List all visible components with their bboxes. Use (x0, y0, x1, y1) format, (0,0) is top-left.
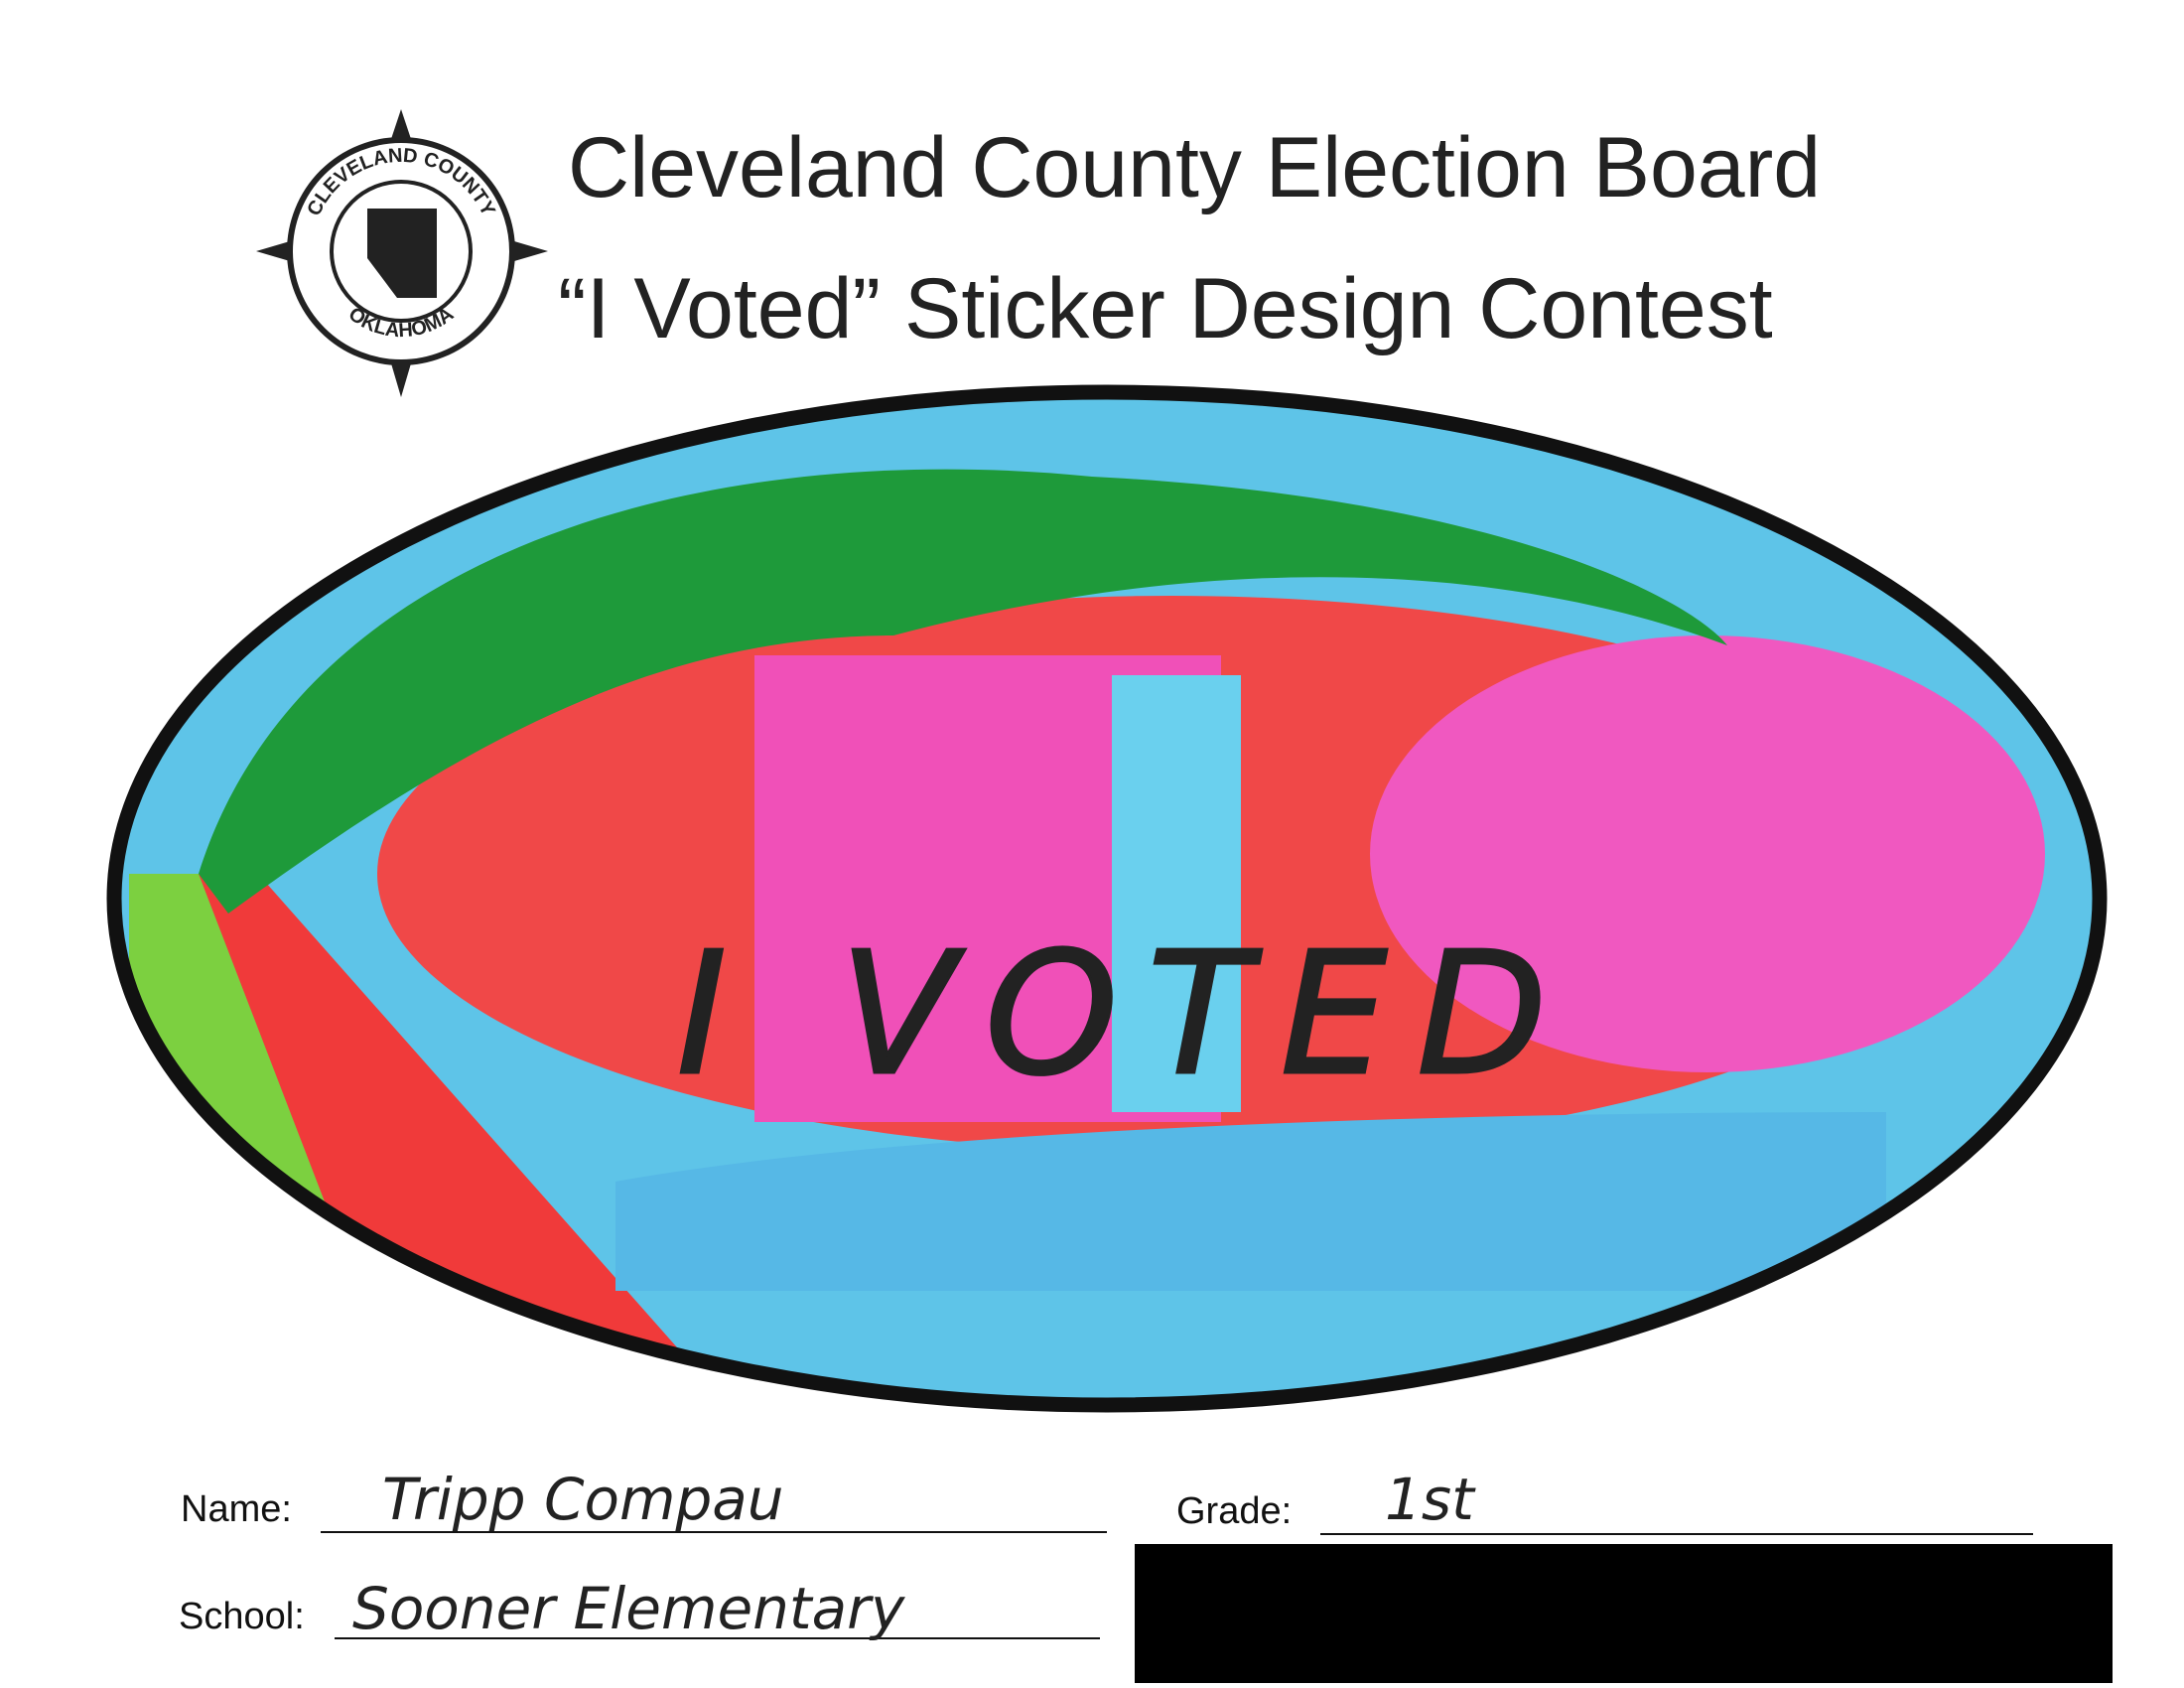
sticker-text: I VOTED (677, 916, 1576, 1113)
sticker-drawing: I VOTED (106, 384, 2108, 1413)
county-seal: CLEVELAND COUNTY OKLAHOMA (256, 109, 548, 397)
school-value: Sooner Elementary (352, 1575, 905, 1642)
form: Name: Tripp Compau Grade: 1st School: So… (179, 1466, 2113, 1683)
subtitle: “I Voted” Sticker Design Contest (558, 261, 1773, 356)
grade-label: Grade: (1176, 1490, 1292, 1532)
school-label: School: (179, 1596, 305, 1637)
name-label: Name: (181, 1488, 292, 1530)
name-value: Tripp Compau (382, 1466, 784, 1533)
title: Cleveland County Election Board (568, 120, 1821, 215)
redaction-box (1135, 1544, 2113, 1683)
grade-value: 1st (1385, 1466, 1476, 1533)
